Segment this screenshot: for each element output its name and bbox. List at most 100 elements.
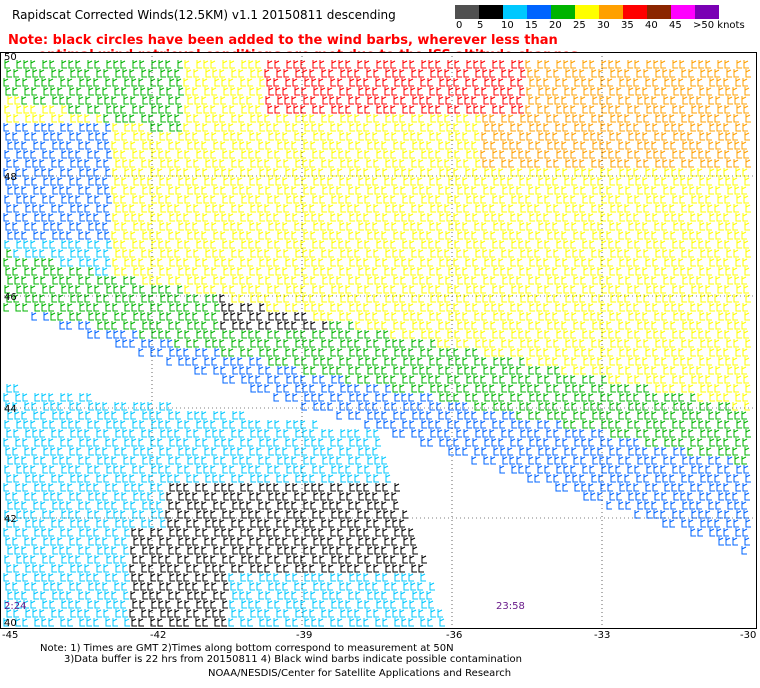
wind-barb [545, 132, 551, 141]
wind-barb [175, 96, 181, 105]
wind-barb [166, 132, 172, 141]
wind-barb [340, 69, 346, 78]
wind-barb [618, 96, 624, 105]
wind-barb [608, 105, 614, 114]
scale-label: >50 knots [693, 20, 745, 31]
wind-barb [367, 141, 373, 150]
wind-barb [238, 69, 244, 78]
wind-barb [645, 123, 651, 132]
wind-barb [285, 78, 291, 87]
wind-barb [392, 114, 398, 123]
wind-barb [403, 87, 409, 96]
wind-barb [555, 78, 561, 87]
wind-barb [741, 96, 747, 105]
wind-barb [348, 96, 354, 105]
wind-barb [355, 96, 361, 105]
wind-barb [462, 87, 468, 96]
wind-barb [23, 60, 29, 69]
wind-barb [185, 132, 191, 141]
wind-barb [102, 87, 108, 96]
wind-barb [196, 60, 202, 69]
wind-barb [509, 141, 515, 150]
wind-barb [295, 114, 301, 123]
wind-barb [247, 78, 253, 87]
wind-barb [274, 105, 280, 114]
wind-barb [489, 114, 495, 123]
wind-barb [274, 60, 280, 69]
wind-barb [625, 96, 631, 105]
wind-barb [727, 141, 733, 150]
wind-barb [591, 69, 597, 78]
wind-barb [75, 60, 81, 69]
wind-barb [124, 78, 130, 87]
wind-barb [706, 132, 712, 141]
wind-barb [608, 60, 614, 69]
wind-barb [61, 150, 67, 159]
wind-barb [590, 132, 596, 141]
wind-barb [508, 114, 514, 123]
wind-barb [133, 87, 139, 96]
wind-barb [525, 105, 531, 114]
wind-barb [421, 60, 427, 69]
wind-barb [724, 105, 730, 114]
wind-barb [561, 141, 567, 150]
wind-barb [555, 123, 561, 132]
wind-barb [716, 78, 722, 87]
wind-barb [7, 141, 13, 150]
wind-barb [456, 114, 462, 123]
wind-barb [471, 141, 477, 150]
wind-barb [174, 114, 180, 123]
wind-barb [248, 60, 254, 69]
wind-barb [588, 123, 594, 132]
wind-barb [309, 114, 315, 123]
wind-barb [535, 141, 541, 150]
wind-barb [327, 87, 333, 96]
wind-barb [50, 132, 56, 141]
wind-barb [330, 123, 336, 132]
wind-barb [564, 87, 570, 96]
wind-barb [241, 105, 247, 114]
wind-barb [178, 132, 184, 141]
wind-barb [78, 141, 84, 150]
wind-barb [583, 87, 589, 96]
wind-barb [32, 69, 38, 78]
wind-barb [654, 132, 660, 141]
wind-barb [156, 96, 162, 105]
wind-barb [393, 141, 399, 150]
wind-barb [268, 87, 274, 96]
wind-barb [436, 132, 442, 141]
wind-barb [525, 60, 531, 69]
wind-barb [102, 132, 108, 141]
wind-barb [616, 87, 622, 96]
wind-barb [183, 78, 189, 87]
wind-barb [131, 78, 137, 87]
wind-barb [210, 60, 216, 69]
wind-barb [373, 114, 379, 123]
wind-barb [148, 69, 154, 78]
wind-barb [709, 78, 715, 87]
scale-swatch [695, 5, 719, 19]
wind-barb [646, 105, 652, 114]
wind-barb [430, 114, 436, 123]
wind-barb [589, 60, 595, 69]
wind-barb [679, 60, 685, 69]
wind-barb [139, 105, 145, 114]
wind-barb [58, 69, 64, 78]
lon-label-33w: -33 [594, 630, 611, 641]
wind-barb [426, 141, 432, 150]
wind-barb [619, 123, 625, 132]
wind-barb [310, 96, 316, 105]
wind-barb [725, 132, 731, 141]
wind-barb [249, 132, 255, 141]
wind-barb [399, 69, 405, 78]
wind-barb [246, 141, 252, 150]
wind-barb [437, 69, 443, 78]
wind-barb [158, 60, 164, 69]
wind-barb [221, 123, 227, 132]
wind-barb [644, 96, 650, 105]
wind-barb [59, 96, 65, 105]
wind-barb [696, 141, 702, 150]
wind-barb [193, 69, 199, 78]
wind-barb [508, 69, 514, 78]
wind-barb [84, 69, 90, 78]
